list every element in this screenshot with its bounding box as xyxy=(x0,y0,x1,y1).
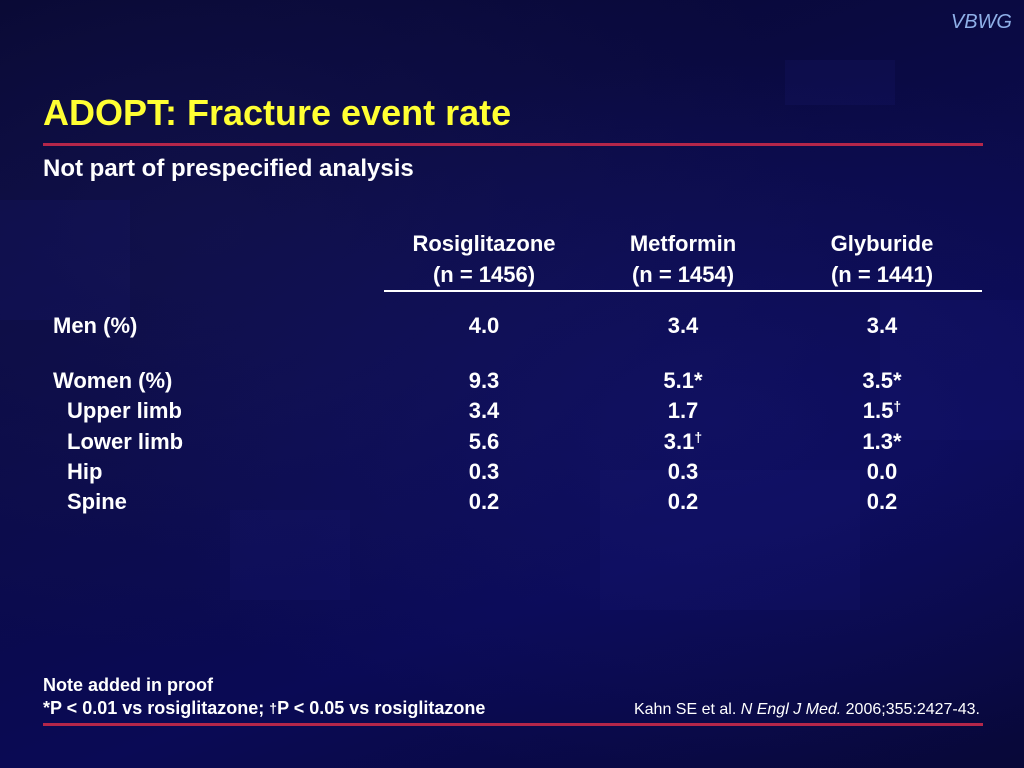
background-tile xyxy=(880,300,1024,440)
column-n: (n = 1454) xyxy=(631,262,735,287)
header-divider xyxy=(384,290,982,292)
column-name: Metformin xyxy=(629,231,737,256)
cell-value: 9.3 xyxy=(468,368,500,393)
row-label: Spine xyxy=(67,489,127,514)
row-label: Lower limb xyxy=(67,429,184,454)
table-row-upper-limb: Upper limb 3.4 1.7 1.5† xyxy=(0,396,1024,426)
table-row-women: Women (%) 9.3 5.1* 3.5* xyxy=(0,366,1024,396)
column-header-glyburide: Glyburide (n = 1441) xyxy=(782,228,982,290)
cell-value: 0.3 xyxy=(667,459,699,484)
row-label: Hip xyxy=(67,459,103,484)
brand-logo: VBWG xyxy=(950,11,1012,33)
row-label: Women (%) xyxy=(53,368,173,393)
cell-value: 5.1* xyxy=(663,368,703,393)
note-significance: *P < 0.01 vs rosiglitazone; †P < 0.05 vs… xyxy=(43,698,486,718)
table-row-lower-limb: Lower limb 5.6 3.1† 1.3* xyxy=(0,427,1024,457)
title-divider xyxy=(43,143,983,146)
cell-value: 0.2 xyxy=(468,489,500,514)
slide-title: ADOPT: Fracture event rate xyxy=(43,92,512,133)
column-name: Rosiglitazone xyxy=(412,231,556,256)
column-header-metformin: Metformin (n = 1454) xyxy=(583,228,783,290)
cell-value: 3.4 xyxy=(866,313,898,338)
cell-value: 1.3* xyxy=(862,429,902,454)
cell-value: 0.2 xyxy=(866,489,898,514)
background-tile xyxy=(230,510,350,600)
column-name: Glyburide xyxy=(830,231,934,256)
row-label: Upper limb xyxy=(67,398,182,423)
cell-value: 4.0 xyxy=(468,313,500,338)
cell-value: 5.6 xyxy=(468,429,500,454)
footer-divider xyxy=(43,723,983,726)
slide-subtitle: Not part of prespecified analysis xyxy=(43,155,414,182)
row-label: Men (%) xyxy=(53,313,138,338)
cell-value: 3.5* xyxy=(862,368,902,393)
cell-value: 1.7 xyxy=(667,398,699,423)
cell-value: 3.1† xyxy=(663,429,703,454)
background-tile xyxy=(600,470,860,610)
table-row-men: Men (%) 4.0 3.4 3.4 xyxy=(0,311,1024,341)
table-row-spine: Spine 0.2 0.2 0.2 xyxy=(0,487,1024,517)
cell-value: 0.2 xyxy=(667,489,699,514)
cell-value: 0.0 xyxy=(866,459,898,484)
table-row-hip: Hip 0.3 0.3 0.0 xyxy=(0,457,1024,487)
cell-value: 1.5† xyxy=(862,398,902,423)
column-header-rosiglitazone: Rosiglitazone (n = 1456) xyxy=(384,228,584,290)
cell-value: 3.4 xyxy=(667,313,699,338)
background-tile xyxy=(785,60,895,105)
cell-value: 3.4 xyxy=(468,398,500,423)
dagger-mark: † xyxy=(269,700,278,716)
background-tile xyxy=(0,200,130,320)
note-proof: Note added in proof xyxy=(43,675,213,695)
column-n: (n = 1441) xyxy=(830,262,934,287)
column-n: (n = 1456) xyxy=(432,262,536,287)
citation: Kahn SE et al. N Engl J Med. 2006;355:24… xyxy=(633,701,980,718)
cell-value: 0.3 xyxy=(468,459,500,484)
